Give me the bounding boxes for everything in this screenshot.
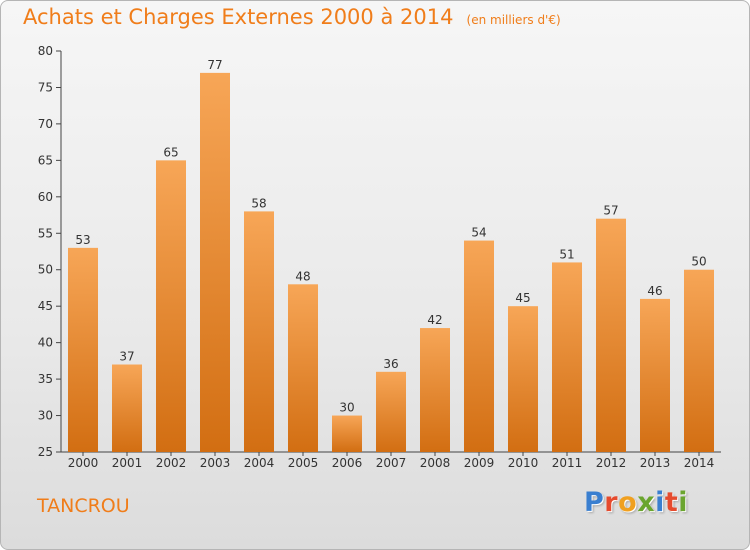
bar-value-label: 65 [163, 145, 178, 159]
y-tick-label: 35 [38, 372, 53, 386]
x-tick-label: 2008 [420, 456, 451, 470]
bar-value-label: 37 [119, 350, 134, 364]
x-tick-label: 2005 [288, 456, 319, 470]
bar-value-label: 54 [471, 226, 486, 240]
x-tick-label: 2006 [332, 456, 363, 470]
bar-2007[interactable] [376, 371, 406, 452]
bar-2006[interactable] [332, 415, 362, 452]
x-tick-label: 2013 [640, 456, 671, 470]
y-tick-label: 65 [38, 153, 53, 167]
proxiti-logo[interactable]: Proxiti [584, 487, 688, 518]
y-tick-label: 75 [38, 80, 53, 94]
bar-2013[interactable] [640, 298, 670, 452]
bar-value-label: 58 [251, 196, 266, 210]
x-tick-label: 2011 [552, 456, 583, 470]
bar-2010[interactable] [508, 306, 538, 452]
bar-2011[interactable] [552, 262, 582, 452]
bar-2004[interactable] [244, 211, 274, 452]
y-tick-label: 30 [38, 409, 53, 423]
logo-letter: x [637, 487, 656, 518]
x-tick-label: 2007 [376, 456, 407, 470]
y-tick-label: 45 [38, 299, 53, 313]
x-tick-label: 2012 [596, 456, 627, 470]
y-tick-label: 55 [38, 226, 53, 240]
bar-value-label: 36 [383, 357, 398, 371]
bar-value-label: 48 [295, 269, 310, 283]
bar-value-label: 51 [559, 247, 574, 261]
bar-value-label: 46 [647, 284, 662, 298]
chart-unit: (en milliers d'€) [466, 13, 561, 27]
logo-letter: i [678, 487, 689, 518]
x-tick-label: 2000 [68, 456, 99, 470]
bar-value-label: 45 [515, 291, 530, 305]
y-tick-label: 80 [38, 44, 53, 58]
bar-value-label: 50 [691, 255, 706, 269]
bar-2012[interactable] [596, 218, 626, 452]
bar-2009[interactable] [464, 240, 494, 452]
commune-name: TANCROU [37, 495, 130, 517]
y-tick-label: 70 [38, 117, 53, 131]
bar-value-label: 57 [603, 204, 618, 218]
x-tick-label: 2014 [684, 456, 715, 470]
logo-letter: t [664, 487, 679, 518]
y-tick-label: 25 [38, 445, 53, 459]
bar-2005[interactable] [288, 284, 318, 452]
x-tick-label: 2003 [200, 456, 231, 470]
bar-value-label: 42 [427, 313, 442, 327]
x-tick-label: 2001 [112, 456, 143, 470]
chart-header: Achats et Charges Externes 2000 à 2014 (… [23, 5, 561, 29]
chart-title: Achats et Charges Externes 2000 à 2014 [23, 5, 454, 29]
x-tick-label: 2009 [464, 456, 495, 470]
logo-letter: r [604, 487, 619, 518]
y-tick-label: 50 [38, 263, 53, 277]
x-tick-label: 2004 [244, 456, 275, 470]
x-tick-label: 2002 [156, 456, 187, 470]
bar-2014[interactable] [684, 269, 714, 452]
bar-2000[interactable] [68, 247, 98, 452]
bar-value-label: 30 [339, 401, 354, 415]
y-tick-label: 40 [38, 336, 53, 350]
logo-letter: P [584, 487, 605, 518]
bar-2001[interactable] [112, 364, 142, 452]
bar-value-label: 53 [75, 233, 90, 247]
x-tick-label: 2010 [508, 456, 539, 470]
y-tick-label: 60 [38, 190, 53, 204]
logo-letter: i [655, 487, 665, 518]
bar-2003[interactable] [200, 72, 230, 452]
bar-value-label: 77 [207, 58, 222, 72]
bar-2002[interactable] [156, 160, 186, 452]
logo-letter: o [618, 487, 638, 518]
bar-2008[interactable] [420, 328, 450, 452]
